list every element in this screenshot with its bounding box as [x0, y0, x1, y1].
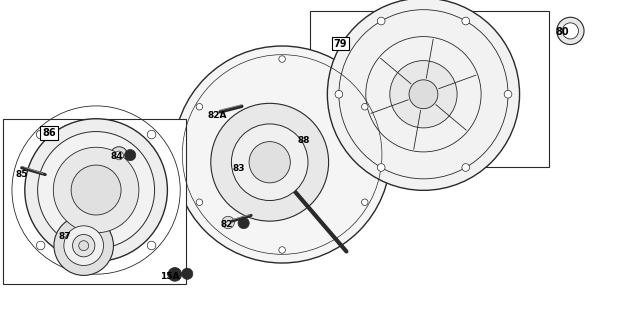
- Text: 88: 88: [298, 136, 310, 145]
- Ellipse shape: [168, 268, 182, 281]
- Ellipse shape: [409, 80, 438, 109]
- Bar: [310, 11, 549, 167]
- Text: 87: 87: [59, 232, 71, 241]
- Ellipse shape: [378, 164, 385, 171]
- Ellipse shape: [196, 104, 203, 110]
- Ellipse shape: [148, 130, 156, 139]
- Ellipse shape: [504, 91, 512, 98]
- Ellipse shape: [79, 241, 89, 251]
- Text: eReplacementParts.com: eReplacementParts.com: [216, 159, 404, 174]
- Ellipse shape: [182, 268, 193, 279]
- Bar: [3, 119, 186, 284]
- Ellipse shape: [174, 46, 391, 263]
- Text: 82: 82: [220, 219, 232, 229]
- Ellipse shape: [557, 17, 584, 44]
- Ellipse shape: [361, 104, 368, 110]
- Ellipse shape: [238, 218, 249, 229]
- Ellipse shape: [37, 241, 45, 250]
- Ellipse shape: [462, 17, 469, 25]
- Ellipse shape: [378, 17, 385, 25]
- Ellipse shape: [196, 199, 203, 205]
- Ellipse shape: [71, 165, 121, 215]
- Ellipse shape: [110, 147, 128, 164]
- Ellipse shape: [53, 147, 139, 233]
- Ellipse shape: [562, 23, 578, 39]
- Ellipse shape: [327, 0, 520, 190]
- Text: 80: 80: [555, 28, 569, 37]
- Text: 83: 83: [232, 164, 245, 173]
- Text: 85: 85: [16, 170, 28, 179]
- Ellipse shape: [38, 132, 154, 248]
- Text: 15A: 15A: [160, 272, 179, 281]
- Text: 82A: 82A: [208, 111, 227, 121]
- Ellipse shape: [37, 130, 45, 139]
- Ellipse shape: [222, 216, 234, 229]
- Ellipse shape: [279, 247, 285, 253]
- Ellipse shape: [73, 235, 95, 257]
- Text: 79: 79: [334, 39, 347, 49]
- Ellipse shape: [249, 142, 290, 183]
- Ellipse shape: [390, 61, 457, 128]
- Ellipse shape: [335, 91, 343, 98]
- Ellipse shape: [125, 150, 136, 161]
- Ellipse shape: [361, 199, 368, 205]
- Ellipse shape: [54, 216, 113, 275]
- Ellipse shape: [231, 124, 308, 201]
- Text: 84: 84: [110, 151, 123, 161]
- Ellipse shape: [279, 56, 285, 62]
- Ellipse shape: [148, 241, 156, 250]
- Ellipse shape: [211, 103, 329, 221]
- Text: 86: 86: [42, 128, 56, 138]
- Ellipse shape: [25, 119, 167, 261]
- Ellipse shape: [462, 164, 469, 171]
- Ellipse shape: [64, 226, 104, 265]
- Ellipse shape: [115, 151, 123, 160]
